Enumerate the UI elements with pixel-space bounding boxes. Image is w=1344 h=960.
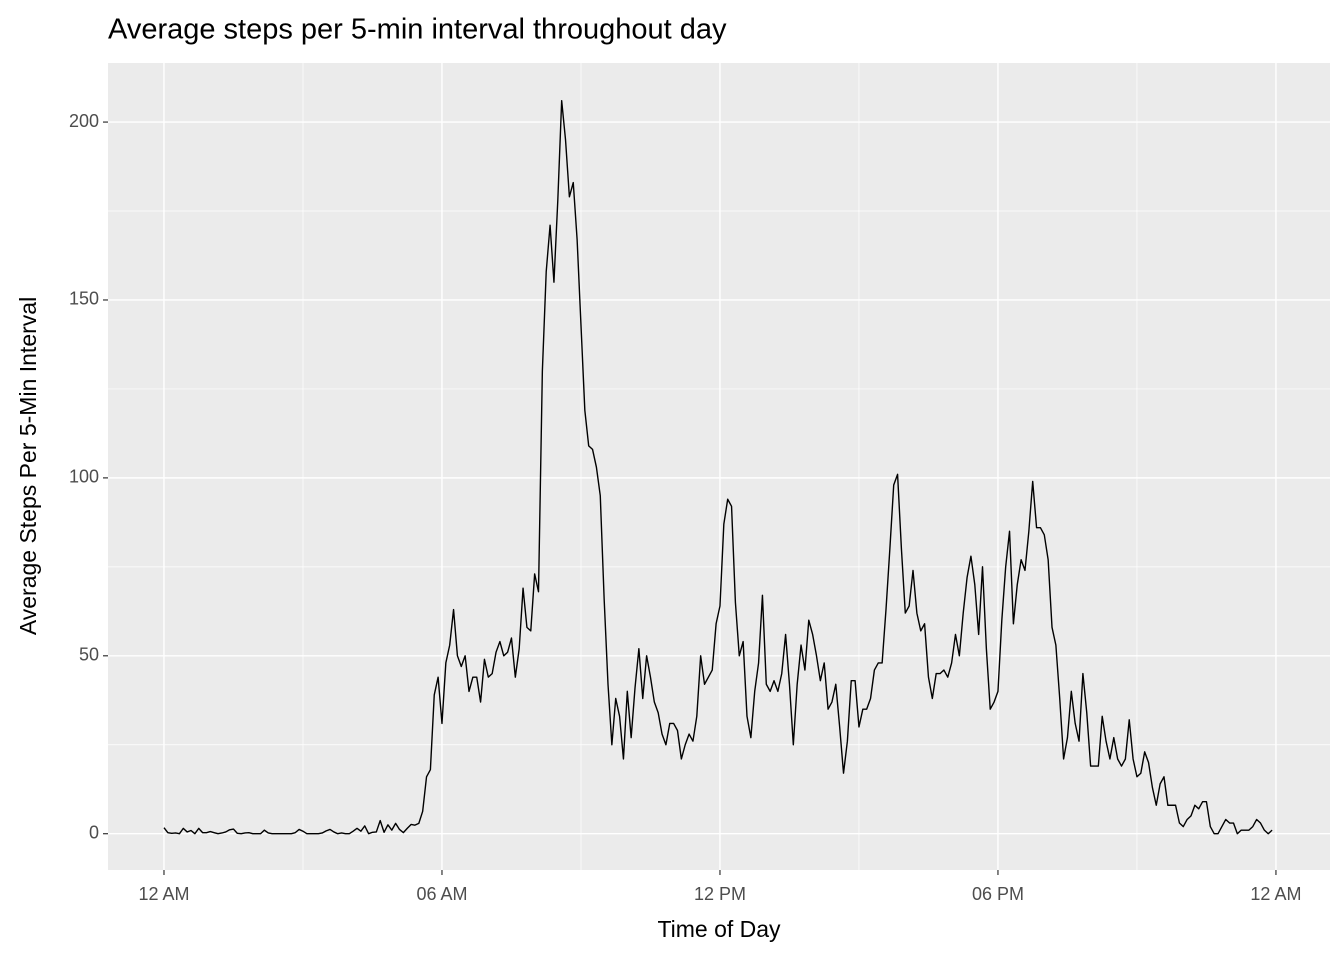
y-axis-label: Average Steps Per 5-Min Interval — [15, 297, 41, 635]
panel — [108, 63, 1330, 870]
y-tick-label: 200 — [69, 111, 99, 131]
x-tick-label: 12 AM — [1250, 884, 1301, 904]
x-tick-label: 06 PM — [972, 884, 1024, 904]
y-tick-label: 150 — [69, 289, 99, 309]
x-tick-label: 12 PM — [694, 884, 746, 904]
x-axis-label: Time of Day — [657, 916, 781, 942]
y-tick-label: 0 — [89, 822, 99, 842]
x-tick-label: 06 AM — [416, 884, 467, 904]
y-tick-label: 100 — [69, 467, 99, 487]
line-series — [163, 100, 1273, 835]
x-tick-label: 12 AM — [138, 884, 189, 904]
chart-title: Average steps per 5-min interval through… — [108, 14, 727, 46]
y-tick-label: 50 — [79, 645, 99, 665]
